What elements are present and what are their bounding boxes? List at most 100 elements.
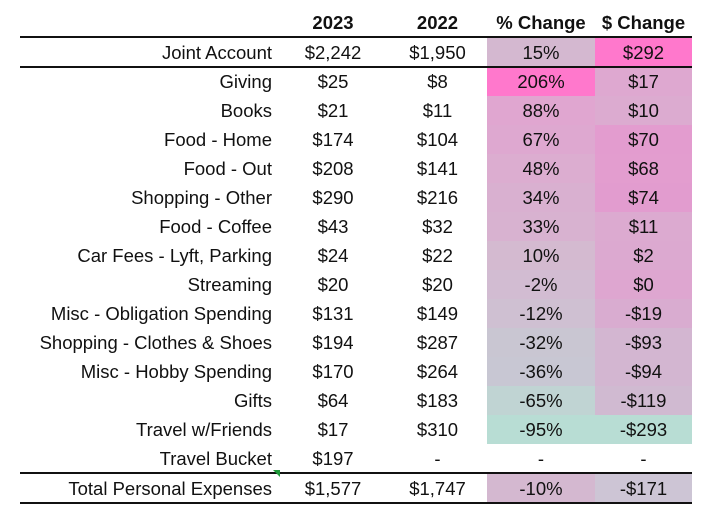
row-label[interactable]: Misc - Obligation Spending (50, 303, 272, 324)
value-2023[interactable]: $174 (312, 129, 354, 150)
value-2023[interactable]: $208 (312, 158, 354, 179)
value-2023[interactable]: $1,577 (304, 478, 362, 499)
header-2022: 2022 (416, 12, 459, 33)
table-row: Shopping - Other $290 $216 34% $74 (0, 183, 705, 212)
pct-change-cell[interactable]: -10% (487, 474, 595, 503)
table-row: Food - Home $174 $104 67% $70 (0, 125, 705, 154)
row-label[interactable]: Food - Out (183, 158, 272, 179)
table-row: Travel Bucket $197- - - (0, 444, 705, 473)
dollar-change-cell[interactable]: $2 (595, 241, 692, 270)
divider-top (20, 36, 692, 38)
value-2023[interactable]: $197 (312, 448, 354, 469)
dollar-change-cell[interactable]: -$119 (595, 386, 692, 415)
table-row: Misc - Obligation Spending $131 $149 -12% -$… (0, 299, 705, 328)
dollar-change-cell[interactable]: -$293 (595, 415, 692, 444)
dollar-change-cell[interactable]: -$93 (595, 328, 692, 357)
pct-change-cell[interactable]: 15% (487, 38, 595, 67)
value-2022[interactable]: $104 (416, 129, 459, 150)
table-row: Food - Coffee $43 $32 33% $11 (0, 212, 705, 241)
dollar-change-cell[interactable]: $11 (595, 212, 692, 241)
value-2023[interactable]: $43 (317, 216, 349, 237)
row-label[interactable]: Books (220, 100, 272, 121)
pct-change-cell[interactable]: 10% (487, 241, 595, 270)
value-2022[interactable]: - (434, 448, 441, 469)
pct-change-cell[interactable]: -95% (487, 415, 595, 444)
value-2022[interactable]: $1,747 (409, 478, 466, 499)
table-row: Joint Account $2,242 $1,950 15% $292 (0, 38, 705, 67)
table-row: Giving $25 $8 206% $17 (0, 67, 705, 96)
row-label[interactable]: Travel w/Friends (135, 419, 272, 440)
row-label[interactable]: Streaming (187, 274, 272, 295)
value-2022[interactable]: $287 (416, 332, 459, 353)
pct-change-cell[interactable]: -36% (487, 357, 595, 386)
row-label[interactable]: Shopping - Clothes & Shoes (39, 332, 272, 353)
value-2022[interactable]: $310 (416, 419, 459, 440)
value-2023[interactable]: $20 (317, 274, 349, 295)
dollar-change-cell[interactable]: $68 (595, 154, 692, 183)
row-label[interactable]: Giving (219, 71, 272, 92)
header-dollar-change: $ Change (601, 12, 686, 33)
row-label[interactable]: Gifts (233, 390, 272, 411)
pct-change-cell[interactable]: 48% (487, 154, 595, 183)
pct-change-cell[interactable]: 34% (487, 183, 595, 212)
value-2023[interactable]: $194 (312, 332, 354, 353)
value-2022[interactable]: $149 (416, 303, 459, 324)
dollar-change-cell[interactable]: $70 (595, 125, 692, 154)
pct-change-cell[interactable]: - (487, 444, 595, 473)
comment-indicator-icon[interactable] (273, 470, 280, 477)
value-2022[interactable]: $22 (422, 245, 453, 266)
row-label[interactable]: Misc - Hobby Spending (80, 361, 272, 382)
dollar-change-cell[interactable]: $17 (595, 67, 692, 96)
row-label[interactable]: Food - Home (164, 129, 272, 150)
pct-change-cell[interactable]: -12% (487, 299, 595, 328)
pct-change-cell[interactable]: 88% (487, 96, 595, 125)
table-row: Misc - Hobby Spending $170 $264 -36% -$94 (0, 357, 705, 386)
dollar-change-cell[interactable]: -$94 (595, 357, 692, 386)
value-2023[interactable]: $131 (312, 303, 354, 324)
divider-bottom (20, 502, 692, 504)
row-label[interactable]: Car Fees - Lyft, Parking (77, 245, 272, 266)
value-2023[interactable]: $64 (317, 390, 349, 411)
divider-joint (20, 66, 692, 68)
value-2022[interactable]: $20 (422, 274, 453, 295)
value-2022[interactable]: $11 (422, 100, 453, 121)
table-row: Streaming $20 $20 -2% $0 (0, 270, 705, 299)
value-2023[interactable]: $24 (317, 245, 349, 266)
value-2022[interactable]: $141 (416, 158, 459, 179)
table-row: Total Personal Expenses $1,577 $1,747 -10% -… (0, 474, 705, 503)
row-label[interactable]: Total Personal Expenses (68, 478, 272, 499)
table-row: Food - Out $208 $141 48% $68 (0, 154, 705, 183)
dollar-change-cell[interactable]: $10 (595, 96, 692, 125)
row-label[interactable]: Food - Coffee (159, 216, 272, 237)
value-2022[interactable]: $183 (416, 390, 459, 411)
value-2023[interactable]: $25 (317, 71, 349, 92)
value-2022[interactable]: $216 (416, 187, 459, 208)
value-2022[interactable]: $264 (416, 361, 459, 382)
table-row: Car Fees - Lyft, Parking $24 $22 10% $2 (0, 241, 705, 270)
dollar-change-cell[interactable]: -$19 (595, 299, 692, 328)
value-2022[interactable]: $32 (422, 216, 453, 237)
dollar-change-cell[interactable]: $292 (595, 38, 692, 67)
value-2023[interactable]: $17 (317, 419, 349, 440)
value-2023[interactable]: $2,242 (304, 42, 362, 63)
row-label[interactable]: Shopping - Other (131, 187, 272, 208)
row-label[interactable]: Joint Account (161, 42, 272, 63)
value-2023[interactable]: $170 (312, 361, 354, 382)
pct-change-cell[interactable]: -65% (487, 386, 595, 415)
dollar-change-cell[interactable]: $0 (595, 270, 692, 299)
table-row: Travel w/Friends $17 $310 -95% -$293 (0, 415, 705, 444)
value-2023[interactable]: $21 (317, 100, 349, 121)
table-row: Gifts $64 $183 -65% -$119 (0, 386, 705, 415)
pct-change-cell[interactable]: 206% (487, 67, 595, 96)
dollar-change-cell[interactable]: $74 (595, 183, 692, 212)
row-label[interactable]: Travel Bucket (159, 448, 272, 469)
value-2023[interactable]: $290 (312, 187, 354, 208)
pct-change-cell[interactable]: -32% (487, 328, 595, 357)
value-2022[interactable]: $1,950 (409, 42, 466, 63)
dollar-change-cell[interactable]: - (595, 444, 692, 473)
value-2022[interactable]: $8 (427, 71, 448, 92)
pct-change-cell[interactable]: 33% (487, 212, 595, 241)
pct-change-cell[interactable]: -2% (487, 270, 595, 299)
pct-change-cell[interactable]: 67% (487, 125, 595, 154)
dollar-change-cell[interactable]: -$171 (595, 474, 692, 503)
